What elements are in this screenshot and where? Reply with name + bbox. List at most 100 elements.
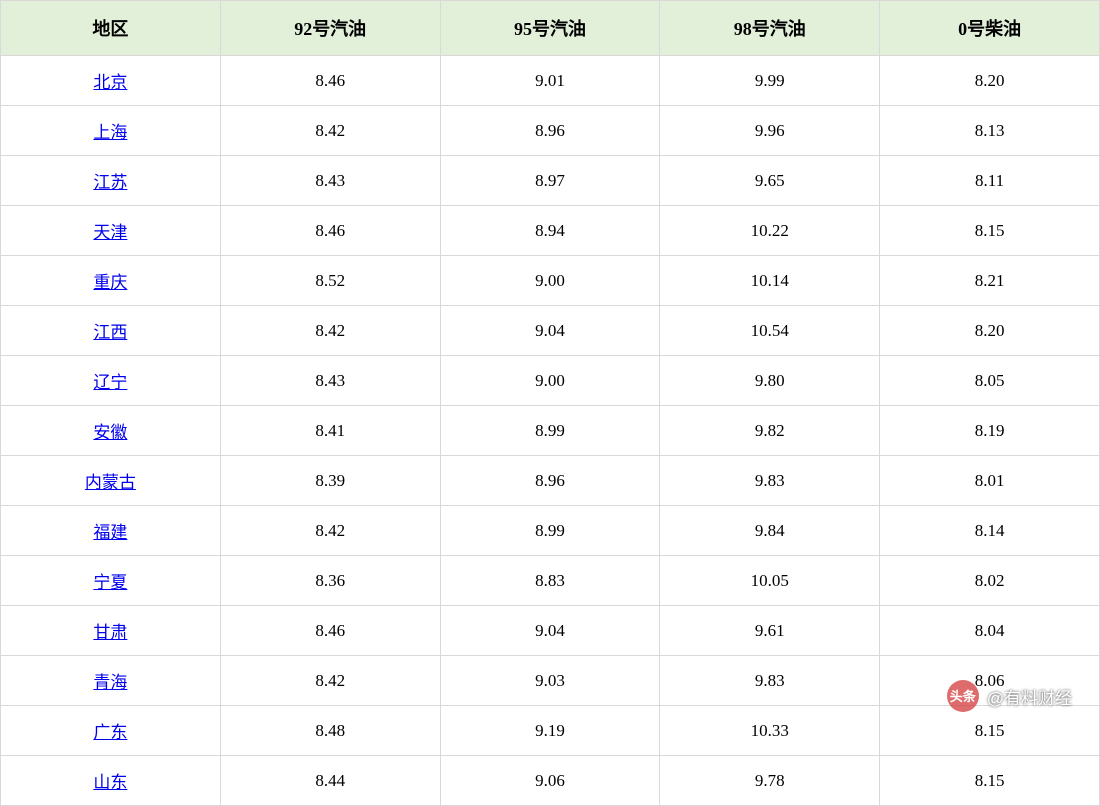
price-cell: 8.21 <box>880 256 1100 306</box>
price-cell: 8.20 <box>880 56 1100 106</box>
price-cell: 9.04 <box>440 306 660 356</box>
price-cell: 9.78 <box>660 756 880 806</box>
price-cell: 8.52 <box>220 256 440 306</box>
price-cell: 8.01 <box>880 456 1100 506</box>
price-cell: 8.14 <box>880 506 1100 556</box>
price-cell: 10.14 <box>660 256 880 306</box>
region-link[interactable]: 安徽 <box>1 406 221 456</box>
price-cell: 8.11 <box>880 156 1100 206</box>
table-row: 广东8.489.1910.338.15 <box>1 706 1100 756</box>
price-cell: 8.41 <box>220 406 440 456</box>
price-cell: 9.03 <box>440 656 660 706</box>
region-link[interactable]: 重庆 <box>1 256 221 306</box>
table-row: 宁夏8.368.8310.058.02 <box>1 556 1100 606</box>
region-link[interactable]: 江西 <box>1 306 221 356</box>
price-cell: 9.84 <box>660 506 880 556</box>
region-link[interactable]: 福建 <box>1 506 221 556</box>
watermark: 头条 @有料财经 <box>947 680 1072 712</box>
price-cell: 8.96 <box>440 456 660 506</box>
price-cell: 8.43 <box>220 356 440 406</box>
price-cell: 8.20 <box>880 306 1100 356</box>
price-cell: 9.00 <box>440 356 660 406</box>
price-cell: 8.44 <box>220 756 440 806</box>
price-cell: 10.22 <box>660 206 880 256</box>
price-cell: 8.46 <box>220 206 440 256</box>
price-cell: 8.96 <box>440 106 660 156</box>
col-diesel-0: 0号柴油 <box>880 1 1100 56</box>
price-cell: 8.99 <box>440 506 660 556</box>
price-cell: 10.33 <box>660 706 880 756</box>
price-cell: 9.80 <box>660 356 880 406</box>
table-row: 江苏8.438.979.658.11 <box>1 156 1100 206</box>
table-row: 辽宁8.439.009.808.05 <box>1 356 1100 406</box>
price-cell: 8.94 <box>440 206 660 256</box>
table-row: 内蒙古8.398.969.838.01 <box>1 456 1100 506</box>
price-cell: 8.04 <box>880 606 1100 656</box>
price-cell: 8.99 <box>440 406 660 456</box>
col-gas-92: 92号汽油 <box>220 1 440 56</box>
table-row: 北京8.469.019.998.20 <box>1 56 1100 106</box>
price-cell: 9.06 <box>440 756 660 806</box>
table-header-row: 地区 92号汽油 95号汽油 98号汽油 0号柴油 <box>1 1 1100 56</box>
region-link[interactable]: 宁夏 <box>1 556 221 606</box>
price-cell: 8.42 <box>220 506 440 556</box>
price-cell: 8.43 <box>220 156 440 206</box>
region-link[interactable]: 内蒙古 <box>1 456 221 506</box>
price-cell: 8.15 <box>880 756 1100 806</box>
region-link[interactable]: 北京 <box>1 56 221 106</box>
price-cell: 8.48 <box>220 706 440 756</box>
price-cell: 8.83 <box>440 556 660 606</box>
table-row: 山东8.449.069.788.15 <box>1 756 1100 806</box>
table-row: 青海8.429.039.838.06 <box>1 656 1100 706</box>
price-cell: 8.42 <box>220 656 440 706</box>
watermark-text: @有料财经 <box>987 684 1072 709</box>
table-row: 福建8.428.999.848.14 <box>1 506 1100 556</box>
price-cell: 8.15 <box>880 706 1100 756</box>
price-cell: 8.15 <box>880 206 1100 256</box>
price-cell: 8.36 <box>220 556 440 606</box>
price-cell: 8.19 <box>880 406 1100 456</box>
price-cell: 9.00 <box>440 256 660 306</box>
price-cell: 8.97 <box>440 156 660 206</box>
price-cell: 10.05 <box>660 556 880 606</box>
table-row: 安徽8.418.999.828.19 <box>1 406 1100 456</box>
price-cell: 9.04 <box>440 606 660 656</box>
price-cell: 8.39 <box>220 456 440 506</box>
region-link[interactable]: 天津 <box>1 206 221 256</box>
price-cell: 9.96 <box>660 106 880 156</box>
price-cell: 9.19 <box>440 706 660 756</box>
region-link[interactable]: 广东 <box>1 706 221 756</box>
watermark-logo-icon: 头条 <box>947 680 979 712</box>
col-gas-98: 98号汽油 <box>660 1 880 56</box>
price-cell: 9.01 <box>440 56 660 106</box>
table-row: 重庆8.529.0010.148.21 <box>1 256 1100 306</box>
price-cell: 9.83 <box>660 656 880 706</box>
col-gas-95: 95号汽油 <box>440 1 660 56</box>
price-cell: 8.05 <box>880 356 1100 406</box>
price-cell: 9.99 <box>660 56 880 106</box>
price-cell: 9.65 <box>660 156 880 206</box>
price-cell: 8.02 <box>880 556 1100 606</box>
price-cell: 8.42 <box>220 306 440 356</box>
region-link[interactable]: 青海 <box>1 656 221 706</box>
price-cell: 8.42 <box>220 106 440 156</box>
price-cell: 8.46 <box>220 606 440 656</box>
price-cell: 8.13 <box>880 106 1100 156</box>
region-link[interactable]: 甘肃 <box>1 606 221 656</box>
price-cell: 9.61 <box>660 606 880 656</box>
fuel-price-table: 地区 92号汽油 95号汽油 98号汽油 0号柴油 北京8.469.019.99… <box>0 0 1100 806</box>
table-row: 上海8.428.969.968.13 <box>1 106 1100 156</box>
price-cell: 9.82 <box>660 406 880 456</box>
table-body: 北京8.469.019.998.20上海8.428.969.968.13江苏8.… <box>1 56 1100 806</box>
col-region: 地区 <box>1 1 221 56</box>
region-link[interactable]: 辽宁 <box>1 356 221 406</box>
region-link[interactable]: 江苏 <box>1 156 221 206</box>
table-row: 江西8.429.0410.548.20 <box>1 306 1100 356</box>
region-link[interactable]: 山东 <box>1 756 221 806</box>
price-cell: 8.46 <box>220 56 440 106</box>
region-link[interactable]: 上海 <box>1 106 221 156</box>
table-row: 甘肃8.469.049.618.04 <box>1 606 1100 656</box>
table-row: 天津8.468.9410.228.15 <box>1 206 1100 256</box>
price-cell: 10.54 <box>660 306 880 356</box>
price-cell: 9.83 <box>660 456 880 506</box>
